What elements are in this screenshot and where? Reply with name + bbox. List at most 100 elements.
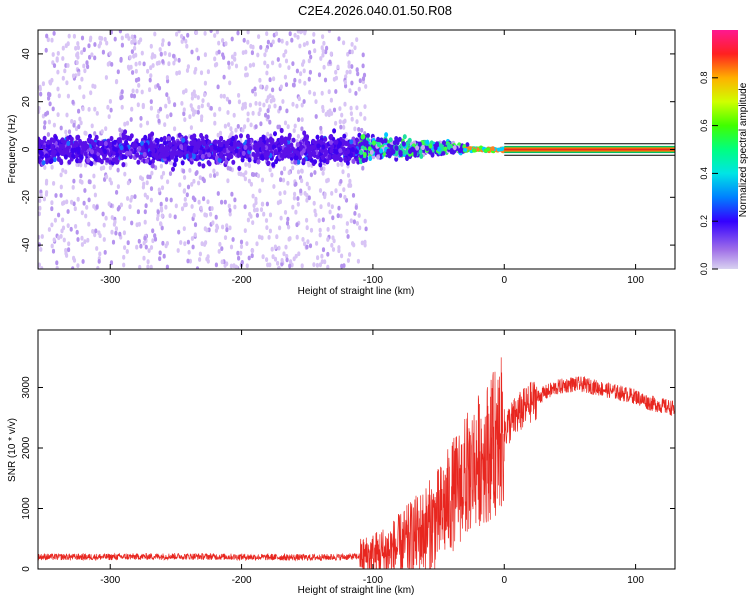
spectrogram-noise-dot [158, 106, 163, 112]
spectrogram-noise-dot [80, 76, 84, 82]
spectrogram-noise-dot [303, 80, 307, 86]
spectrogram-noise-dot [263, 60, 267, 66]
spectrogram-transition-dot [415, 145, 420, 151]
spectrogram-noise-dot [56, 112, 60, 117]
spectrogram-noise-dot [72, 255, 76, 261]
spectrogram-noise-dot [329, 51, 333, 57]
spectrogram-noise-dot [130, 93, 134, 99]
spectrogram-noise-dot [302, 68, 306, 74]
spectrogram-noise-dot [220, 199, 224, 205]
spectrogram-noise-dot [144, 203, 148, 209]
spectrogram-noise-dot [293, 77, 297, 83]
spectrogram-noise-dot [149, 65, 153, 71]
spectrogram-noise-dot [205, 227, 209, 233]
spectrogram-noise-dot [59, 234, 63, 239]
spectrogram-noise-dot [308, 243, 313, 249]
spectrogram-noise-dot [130, 49, 134, 54]
spectrogram-band-dot [173, 157, 178, 163]
spectrogram-band-dot [179, 144, 184, 150]
spectrogram-noise-dot [150, 170, 154, 176]
spectrogram-noise-dot [284, 58, 289, 64]
spectrogram-noise-dot [53, 217, 58, 223]
spectrogram-noise-dot [320, 259, 324, 264]
spectrogram-noise-dot [218, 241, 222, 247]
spectrogram-noise-dot [194, 30, 199, 35]
spectrogram-noise-dot [251, 62, 256, 68]
spectrogram-noise-dot [177, 229, 181, 235]
spectrogram-band-dot [218, 153, 223, 159]
spectrogram-noise-dot [265, 70, 269, 76]
spectrogram-noise-dot [337, 245, 341, 250]
spectrogram-transition-dot [383, 138, 388, 144]
spectrogram-noise-dot [359, 111, 363, 117]
spectrogram-band-dot [313, 159, 318, 165]
spectrogram-noise-dot [59, 172, 63, 178]
spectrogram-noise-dot [319, 129, 323, 135]
spectrogram-band-dot [345, 160, 350, 166]
spectrogram-noise-dot [300, 168, 304, 174]
spectrogram-noise-dot [257, 111, 261, 117]
spectrogram-noise-dot [336, 162, 340, 168]
spectrogram-noise-dot [56, 69, 60, 75]
spectrogram-noise-dot [258, 101, 262, 107]
spectrogram-band-dot [145, 158, 149, 164]
spectrogram-noise-dot [57, 212, 61, 218]
spectrogram-band-dot [260, 143, 265, 150]
spectrogram-noise-dot [240, 260, 244, 265]
spectrogram-noise-dot [285, 257, 289, 263]
spectrogram-band-dot [325, 158, 330, 164]
spectrogram-noise-dot [132, 93, 136, 99]
spectrogram-noise-dot [158, 47, 162, 52]
spectrogram-band-dot [128, 150, 132, 156]
spectrogram-band-dot [312, 150, 317, 156]
spectrogram-noise-dot [149, 197, 153, 203]
spectrogram-noise-dot [255, 207, 259, 213]
spectrogram-band-dot [79, 149, 84, 155]
spectrogram-noise-dot [228, 80, 232, 86]
spectrogram-noise-dot [185, 192, 189, 198]
spectrogram-noise-dot [108, 177, 112, 183]
spectrogram-band-dot [222, 148, 227, 154]
spectrogram-noise-dot [323, 194, 327, 200]
spectrogram-noise-dot [264, 47, 268, 53]
spectrogram-noise-dot [52, 122, 57, 128]
spectrogram-noise-dot [183, 175, 187, 180]
spectrogram-noise-dot [339, 179, 343, 184]
spectrogram-noise-dot [361, 165, 365, 171]
spectrogram-noise-dot [244, 49, 248, 55]
spectrogram-noise-dot [316, 255, 320, 261]
spectrogram-noise-dot [313, 170, 317, 175]
spectrogram-band-dot [90, 140, 95, 146]
spectrogram-noise-dot [104, 75, 108, 80]
spectrogram-noise-dot [52, 31, 56, 36]
spectrogram-noise-dot [139, 123, 143, 128]
spectrogram-band-dot [59, 158, 63, 164]
spectrogram-noise-dot [327, 112, 331, 118]
spectrogram-band-dot [357, 132, 362, 138]
spectrogram-band-dot [302, 130, 307, 136]
spectrogram-noise-dot [308, 69, 312, 75]
spectrogram-band-dot [293, 159, 298, 165]
spectrogram-noise-dot [204, 240, 208, 246]
spectrogram-band-dot [92, 149, 97, 155]
spectrogram-noise-dot [75, 60, 79, 65]
spectrogram-noise-dot [255, 241, 259, 247]
spectrogram-noise-dot [38, 198, 42, 204]
spectrogram-noise-dot [312, 262, 316, 267]
spectrogram-noise-dot [225, 96, 229, 102]
spectrogram-noise-dot [214, 214, 218, 220]
spectrogram-noise-dot [88, 37, 92, 43]
spectrogram-noise-dot [160, 174, 164, 180]
spectrogram-band-dot [301, 148, 306, 154]
spectrogram-noise-dot [295, 222, 299, 228]
spectrogram-transition-dot [443, 146, 448, 152]
spectrogram-band-dot [256, 159, 261, 165]
spectrogram-noise-dot [201, 98, 205, 103]
spectrogram-noise-dot [360, 127, 364, 133]
spectrogram-noise-dot [203, 80, 207, 86]
spectrogram-noise-dot [161, 240, 165, 246]
spectrogram-noise-dot [124, 33, 128, 39]
colorbar-gradient [712, 30, 738, 269]
spectrogram-noise-dot [326, 227, 330, 232]
